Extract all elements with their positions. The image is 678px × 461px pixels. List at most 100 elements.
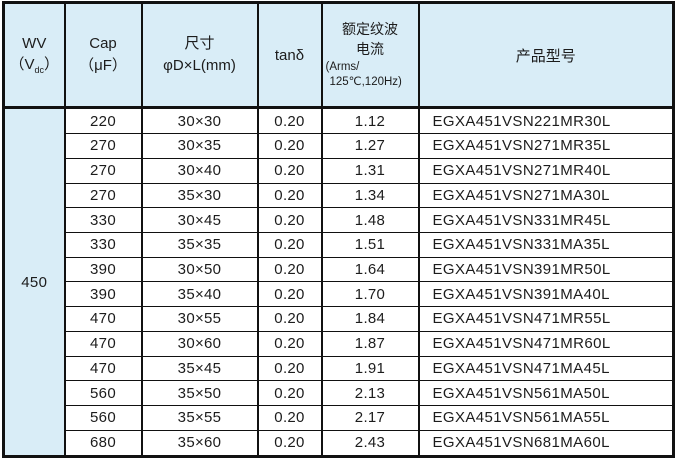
cap-header-label: Cap [89,35,117,53]
table-body: 450 220 30×30 0.20 1.12 EGXA451VSN221MR30L 270… [2,106,675,458]
cell-cap: 470 [63,306,143,332]
cell-tand: 0.20 [256,256,323,283]
cell-ripple: 1.84 [320,306,420,332]
table-row: 330 30×45 0.20 1.48 EGXA451VSN331MR45L [4,207,675,233]
cell-cap: 220 [63,106,143,135]
cell-part: EGXA451VSN391MR50L [417,256,675,283]
cell-tand: 0.20 [256,182,323,209]
wv-header-unit: （Vdc） [9,56,60,76]
cap-header-unit: （μF） [79,57,127,74]
ripple-header-unit2: 125℃,120Hz) [329,76,402,89]
cell-part: EGXA451VSN471MR55L [417,306,675,332]
cell-ripple: 1.87 [320,330,420,357]
cell-cap: 470 [63,330,143,357]
cell-part: EGXA451VSN471MA45L [417,355,675,382]
size-header-unit: φD×L(mm) [163,57,236,74]
cell-tand: 0.20 [256,231,323,258]
cell-size: 30×40 [140,157,259,184]
cell-ripple: 1.64 [320,256,420,283]
col-header-part: 产品型号 [417,1,675,109]
cell-size: 35×35 [140,231,259,258]
table-row: 470 35×45 0.20 1.91 EGXA451VSN471MA45L [4,355,675,382]
cell-size: 35×45 [140,355,259,382]
cell-ripple: 1.27 [320,133,420,159]
cell-size: 35×40 [140,281,259,308]
cell-ripple: 2.13 [320,380,420,406]
cell-tand: 0.20 [256,207,323,233]
cell-size: 30×35 [140,133,259,159]
cell-size: 35×30 [140,182,259,209]
table-row: 470 30×55 0.20 1.84 EGXA451VSN471MR55L [4,306,675,332]
cell-ripple: 1.91 [320,355,420,382]
cell-tand: 0.20 [256,355,323,382]
cell-part: EGXA451VSN681MA60L [417,429,675,458]
cell-size: 30×45 [140,207,259,233]
cell-size: 35×55 [140,405,259,431]
cell-part: EGXA451VSN331MR45L [417,207,675,233]
cell-ripple: 1.51 [320,231,420,258]
cell-cap: 390 [63,256,143,283]
cell-cap: 560 [63,405,143,431]
cell-part: EGXA451VSN271MR40L [417,157,675,184]
cell-ripple: 1.12 [320,106,420,135]
cell-ripple: 1.31 [320,157,420,184]
cell-cap: 270 [63,157,143,184]
ripple-header-line1: 额定纹波 [342,21,398,38]
cell-cap: 560 [63,380,143,406]
cell-part: EGXA451VSN221MR30L [417,106,675,135]
cell-tand: 0.20 [256,306,323,332]
table-row: 270 30×40 0.20 1.31 EGXA451VSN271MR40L [4,157,675,184]
cell-tand: 0.20 [256,157,323,184]
cell-tand: 0.20 [256,330,323,357]
cell-part: EGXA451VSN271MA30L [417,182,675,209]
cell-size: 35×60 [140,429,259,458]
col-header-tand: tanδ [256,1,323,109]
cell-tand: 0.20 [256,380,323,406]
ripple-header-unit1: (Arms/ [325,60,360,73]
cell-part: EGXA451VSN271MR35L [417,133,675,159]
table-row: 560 35×50 0.20 2.13 EGXA451VSN561MA50L [4,380,675,406]
cell-tand: 0.20 [256,281,323,308]
part-header-label: 产品型号 [515,47,576,65]
size-header-label: 尺寸 [184,35,215,53]
cell-cap: 680 [63,429,143,458]
cell-ripple: 2.17 [320,405,420,431]
cell-size: 30×55 [140,306,259,332]
table-row: 330 35×35 0.20 1.51 EGXA451VSN331MA35L [4,231,675,258]
table-row: 680 35×60 0.20 2.43 EGXA451VSN681MA60L [4,429,675,458]
cell-part: EGXA451VSN561MA50L [417,380,675,406]
cell-ripple: 2.43 [320,429,420,458]
col-header-cap: Cap （μF） [63,1,143,109]
cell-ripple: 1.34 [320,182,420,209]
cell-cap: 390 [63,281,143,308]
tand-header-label: tanδ [274,46,305,64]
header-row: WV （Vdc） Cap （μF） 尺寸 φD×L(mm) [2,1,675,109]
col-header-size: 尺寸 φD×L(mm) [140,1,259,109]
cell-part: EGXA451VSN391MA40L [417,281,675,308]
cell-cap: 270 [63,182,143,209]
table-row: 390 35×40 0.20 1.70 EGXA451VSN391MA40L [4,281,675,308]
cell-ripple: 1.48 [320,207,420,233]
cell-cap: 330 [63,207,143,233]
table-row: 270 35×30 0.20 1.34 EGXA451VSN271MA30L [4,182,675,209]
cell-cap: 470 [63,355,143,382]
cell-cap: 330 [63,231,143,258]
col-header-wv: WV （Vdc） [2,1,66,109]
wv-header-label: WV [22,34,47,52]
cell-size: 35×50 [140,380,259,406]
col-header-ripple: 额定纹波 电流 (Arms/ 125℃,120Hz) [320,1,420,109]
cell-tand: 0.20 [256,405,323,431]
cell-size: 30×60 [140,330,259,357]
cell-tand: 0.20 [256,133,323,159]
ripple-header-line2: 电流 [356,41,384,58]
cell-wv: 450 [2,107,66,457]
cell-part: EGXA451VSN331MA35L [417,231,675,258]
cell-size: 30×50 [140,256,259,283]
cell-size: 30×30 [140,106,259,135]
table-row: 560 35×55 0.20 2.17 EGXA451VSN561MA55L [4,405,675,431]
table-row: 470 30×60 0.20 1.87 EGXA451VSN471MR60L [4,330,675,357]
table-row: 450 220 30×30 0.20 1.12 EGXA451VSN221MR30L [2,106,675,457]
table-row: 390 30×50 0.20 1.64 EGXA451VSN391MR50L [4,256,675,283]
